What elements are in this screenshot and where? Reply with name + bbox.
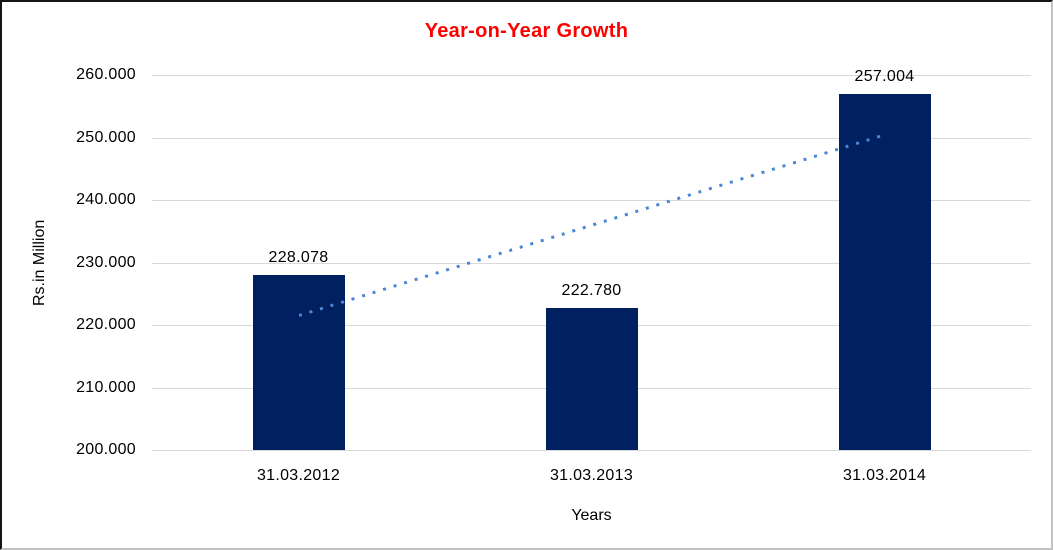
x-tick-label: 31.03.2012: [256, 467, 341, 484]
y-tick-label: 210.000: [76, 378, 136, 396]
x-axis-title: Years: [571, 507, 612, 524]
plot-area: [152, 75, 1031, 451]
gridline: [152, 262, 1031, 264]
bar-data-label: 228.078: [268, 248, 329, 266]
bar-data-label: 257.004: [854, 67, 915, 85]
gridline: [152, 75, 1031, 76]
y-tick-label: 200.000: [76, 441, 136, 458]
bar-data-label: 222.780: [561, 281, 622, 299]
gridline: [152, 137, 1031, 139]
y-tick-label: 230.000: [76, 253, 136, 271]
bar: [252, 274, 345, 450]
y-tick-label: 240.000: [76, 191, 136, 208]
gridline: [152, 200, 1031, 201]
x-tick-label: 31.03.2014: [842, 467, 927, 484]
bar: [545, 307, 638, 450]
chart-title: Year-on-Year Growth: [424, 20, 629, 42]
x-tick-label: 31.03.2013: [549, 467, 634, 484]
y-tick-label: 250.000: [76, 128, 136, 146]
bar: [838, 93, 931, 450]
y-tick-label: 220.000: [76, 316, 136, 333]
gridline: [152, 450, 1031, 451]
y-tick-label: 260.000: [76, 66, 136, 83]
